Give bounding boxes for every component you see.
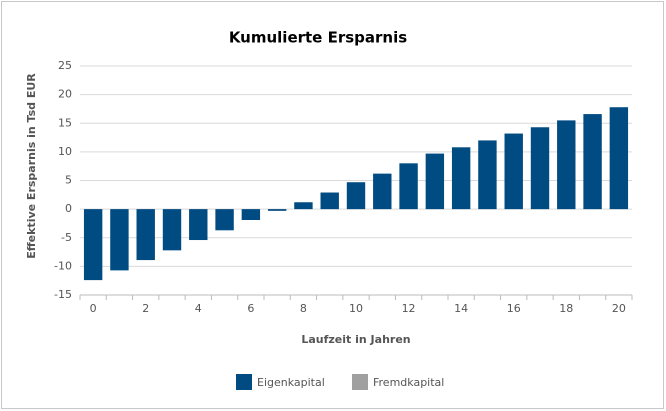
y-axis-label: Effektive Ersparnis in Tsd EUR — [25, 73, 38, 259]
x-tick-label: 8 — [300, 302, 307, 315]
bar — [399, 163, 418, 210]
bar — [162, 209, 182, 251]
y-tick-label: 0 — [65, 202, 72, 215]
y-tick-label: -15 — [54, 288, 72, 301]
bar — [215, 209, 234, 231]
bar — [425, 153, 445, 210]
y-tick-label: 10 — [58, 145, 72, 158]
x-tick-label: 12 — [402, 302, 416, 315]
bar — [609, 107, 629, 210]
x-tick-label: 2 — [142, 302, 149, 315]
bar — [136, 209, 155, 261]
y-tick-label: -5 — [61, 231, 72, 244]
x-tick-label: 6 — [247, 302, 254, 315]
bar — [346, 182, 366, 210]
x-tick-label: 10 — [349, 302, 363, 315]
bar — [557, 120, 576, 210]
x-tick-label: 18 — [559, 302, 573, 315]
y-tick-label: 5 — [65, 174, 72, 187]
x-tick-label: 14 — [454, 302, 468, 315]
legend-swatch — [352, 374, 368, 390]
legend-label: Fremdkapital — [373, 376, 444, 389]
bar — [451, 147, 471, 210]
bar — [110, 209, 129, 271]
chart-title: Kumulierte Ersparnis — [229, 29, 407, 47]
bar — [267, 209, 287, 211]
x-tick-label: 4 — [195, 302, 202, 315]
bar — [373, 173, 392, 210]
legend-swatch — [236, 374, 252, 390]
legend-label: Eigenkapital — [257, 376, 325, 389]
x-tick-label: 20 — [612, 302, 626, 315]
y-tick-label: 20 — [58, 88, 72, 101]
y-tick-label: 25 — [58, 59, 72, 72]
y-tick-label: -10 — [54, 259, 72, 272]
x-tick-label: 16 — [507, 302, 521, 315]
bar — [320, 192, 339, 210]
bar — [241, 209, 261, 221]
bar — [530, 127, 550, 210]
bar — [504, 133, 523, 210]
bar — [294, 202, 313, 210]
bar — [583, 114, 602, 210]
bar — [478, 140, 497, 210]
bar — [189, 209, 208, 241]
x-tick-label: 0 — [90, 302, 97, 315]
bar — [83, 209, 103, 281]
y-tick-label: 15 — [58, 116, 72, 129]
x-axis-label: Laufzeit in Jahren — [301, 333, 410, 346]
